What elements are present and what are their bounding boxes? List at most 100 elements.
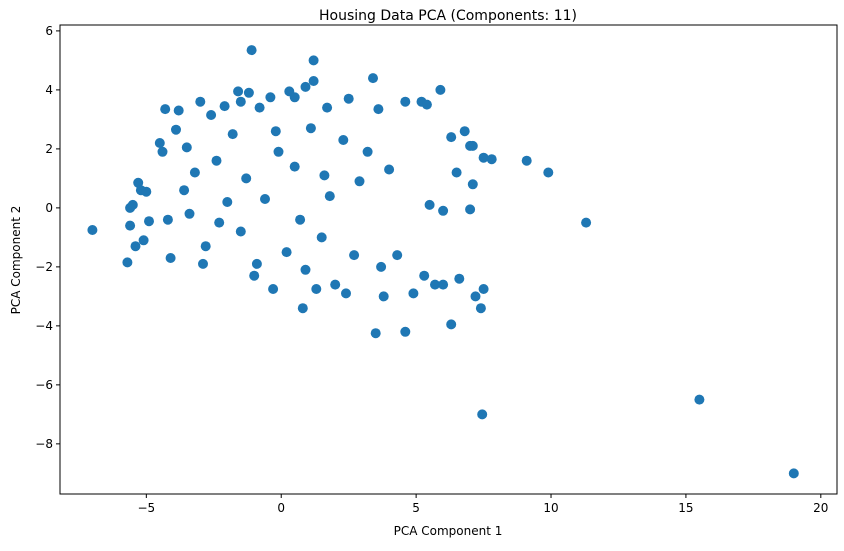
scatter-point	[435, 84, 446, 95]
scatter-point	[157, 146, 168, 157]
scatter-point	[475, 303, 486, 314]
scatter-point	[322, 102, 333, 113]
scatter-point	[486, 154, 497, 165]
scatter-point	[235, 96, 246, 107]
scatter-point	[297, 303, 308, 314]
scatter-point	[305, 123, 316, 134]
scatter-point	[330, 279, 341, 290]
scatter-point	[219, 101, 230, 112]
scatter-point	[319, 170, 330, 181]
y-tick-label: 0	[45, 201, 53, 215]
scatter-point	[373, 104, 384, 115]
scatter-point	[341, 288, 351, 299]
scatter-point	[243, 87, 254, 98]
scatter-point	[581, 217, 592, 228]
scatter-point	[400, 96, 411, 107]
scatter-point	[295, 214, 306, 225]
x-tick-label: 20	[813, 501, 828, 515]
x-tick-label: 15	[678, 501, 693, 515]
chart-title: Housing Data PCA (Components: 11)	[319, 8, 577, 24]
scatter-point	[270, 126, 281, 137]
scatter-point	[477, 409, 488, 420]
scatter-point	[160, 104, 171, 115]
scatter-point	[122, 257, 133, 268]
plot-frame	[59, 24, 838, 495]
scatter-point	[179, 185, 190, 196]
y-axis-ticks: −8 −6 −4 −2 0 2 4 6	[35, 24, 60, 451]
scatter-point	[459, 126, 470, 137]
scatter-point	[451, 167, 462, 178]
scatter-point	[478, 152, 489, 163]
scatter-point	[694, 394, 705, 405]
scatter-point	[184, 208, 195, 219]
scatter-point	[454, 273, 465, 284]
scatter-point	[467, 140, 478, 151]
scatter-point	[273, 146, 284, 157]
scatter-point	[421, 99, 432, 110]
scatter-point	[384, 164, 395, 175]
y-tick-label: −4	[35, 319, 53, 333]
scatter-point	[281, 247, 292, 258]
scatter-point	[198, 258, 208, 269]
scatter-point	[300, 264, 311, 275]
scatter-point	[162, 214, 173, 225]
scatter-point	[181, 142, 192, 153]
scatter-point	[343, 93, 354, 104]
scatter-point	[316, 232, 327, 243]
scatter-point	[227, 129, 238, 140]
x-tick-label: 10	[543, 501, 558, 515]
scatter-point	[324, 191, 335, 202]
x-axis-ticks: −5 0 5 10 15 20	[137, 494, 828, 515]
scatter-point	[788, 468, 799, 479]
scatter-point	[130, 241, 141, 252]
scatter-point	[430, 279, 440, 290]
scatter-point	[195, 96, 206, 107]
x-tick-label: 0	[277, 501, 285, 515]
scatter-point	[206, 110, 217, 120]
scatter-point	[260, 194, 270, 204]
scatter-point	[138, 235, 149, 246]
scatter-point	[171, 124, 181, 135]
scatter-point	[478, 284, 489, 294]
y-tick-label: −8	[35, 437, 53, 451]
scatter-point	[265, 92, 276, 103]
y-tick-label: −6	[35, 378, 53, 392]
scatter-point	[419, 270, 430, 281]
scatter-point	[311, 284, 322, 294]
scatter-point	[543, 167, 554, 178]
scatter-point	[211, 155, 222, 166]
scatter-point	[254, 102, 265, 113]
scatter-point	[338, 135, 349, 145]
scatter-point	[470, 291, 481, 302]
scatter-point	[354, 176, 365, 187]
scatter-point	[392, 250, 403, 261]
scatter-point	[233, 86, 244, 97]
scatter-point	[438, 279, 449, 290]
scatter-point	[376, 261, 387, 272]
scatter-point	[241, 173, 252, 184]
y-tick-label: 6	[45, 24, 53, 38]
scatter-point	[368, 73, 378, 84]
scatter-point	[200, 241, 211, 252]
scatter-point	[446, 132, 457, 143]
scatter-point	[268, 284, 279, 294]
scatter-point	[300, 81, 311, 92]
scatter-point	[308, 76, 319, 86]
scatter-point	[465, 204, 476, 215]
scatter-point	[362, 146, 373, 157]
scatter-point	[349, 250, 360, 261]
scatter-point	[467, 179, 478, 190]
scatter-point	[251, 258, 262, 269]
y-axis-label: PCA Component 2	[9, 206, 23, 315]
scatter-point	[400, 326, 411, 337]
scatter-point	[370, 328, 381, 339]
x-tick-label: 5	[412, 501, 420, 515]
scatter-point	[173, 105, 184, 116]
scatter-point	[235, 226, 246, 237]
scatter-point	[154, 138, 165, 148]
scatter-point	[408, 288, 419, 299]
scatter-point	[144, 216, 154, 227]
y-tick-label: 2	[45, 142, 53, 156]
scatter-point	[141, 186, 152, 197]
